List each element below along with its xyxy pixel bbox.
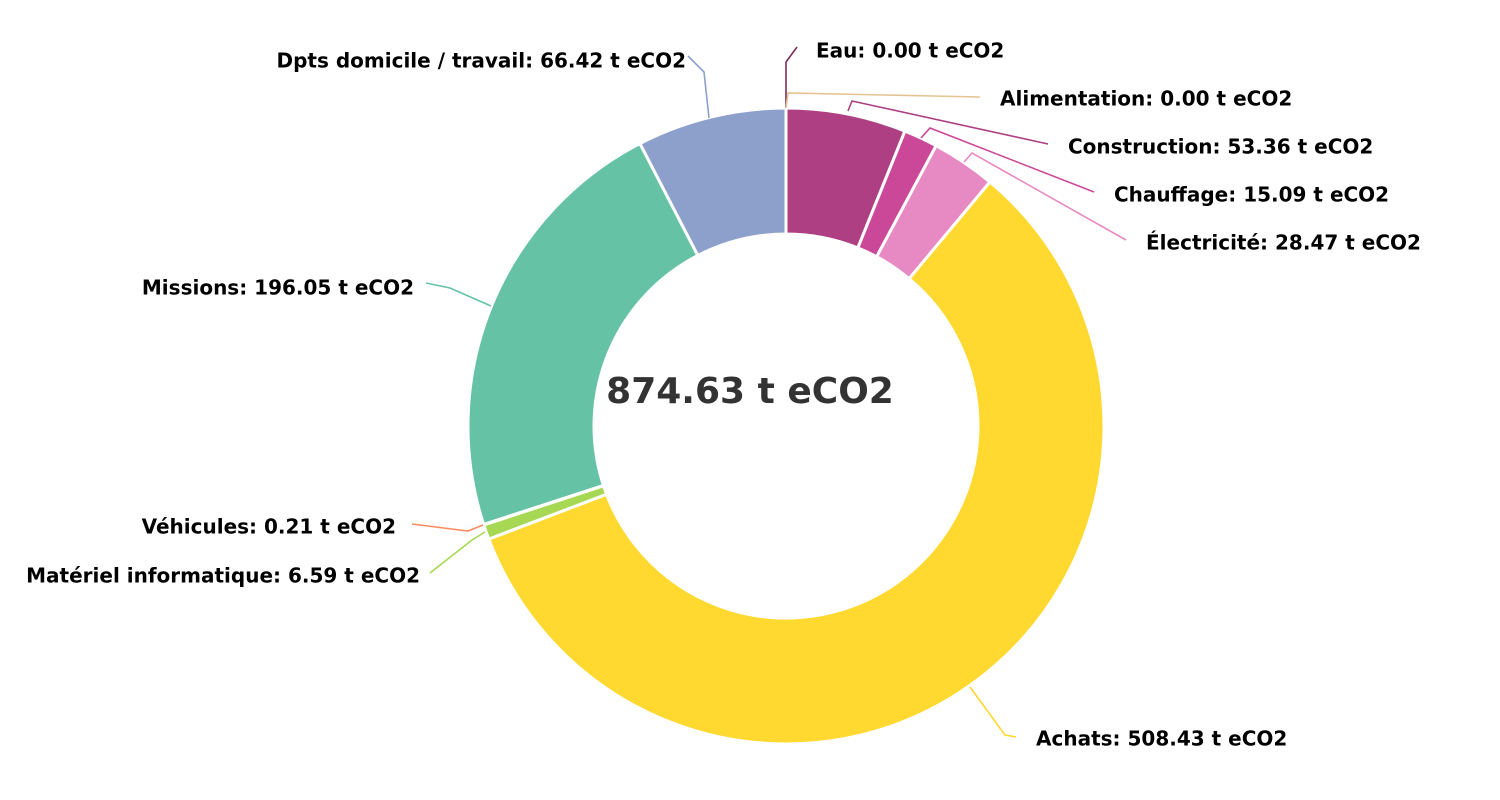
labels-layer: Eau: 0.00 t eCO2 Alimentation: 0.00 t eCO… [26,39,1421,751]
leader-line-missions [425,282,492,307]
slice-label-construction: Construction: 53.36 t eCO2 [1068,135,1373,159]
slice-label-missions: Missions: 196.05 t eCO2 [142,276,414,300]
leader-lines-layer [411,46,1127,738]
slice-label-materiel-informatique: Matériel informatique: 6.59 t eCO2 [26,564,420,588]
leader-line-construction [847,100,1049,145]
slice-dpts-domicile-travail [637,106,788,258]
slice-label-dpts-domicile-travail: Dpts domicile / travail: 66.42 t eCO2 [277,49,687,73]
leader-line-dpts-domicile-travail [687,55,710,119]
center-total-label: 874.63 t eCO2 [606,371,894,412]
leader-line-electricite [963,151,1127,241]
leader-line-vehicules [411,523,484,532]
leader-line-alimentation [785,92,981,109]
slice-label-vehicules: Véhicules: 0.21 t eCO2 [142,515,396,539]
slice-label-chauffage: Chauffage: 15.09 t eCO2 [1114,183,1389,207]
slice-label-eau: Eau: 0.00 t eCO2 [816,39,1004,63]
slice-achats [486,179,1106,746]
slice-label-achats: Achats: 508.43 t eCO2 [1036,727,1287,751]
leader-line-chauffage [920,127,1095,193]
slices-layer [466,106,1106,746]
leader-line-materiel-informatique [429,531,486,574]
slice-label-alimentation: Alimentation: 0.00 t eCO2 [1000,87,1292,111]
slice-label-electricite: Électricité: 28.47 t eCO2 [1146,231,1421,255]
leader-line-achats [969,686,1017,738]
leader-line-eau [785,46,798,108]
slice-missions [466,141,700,527]
